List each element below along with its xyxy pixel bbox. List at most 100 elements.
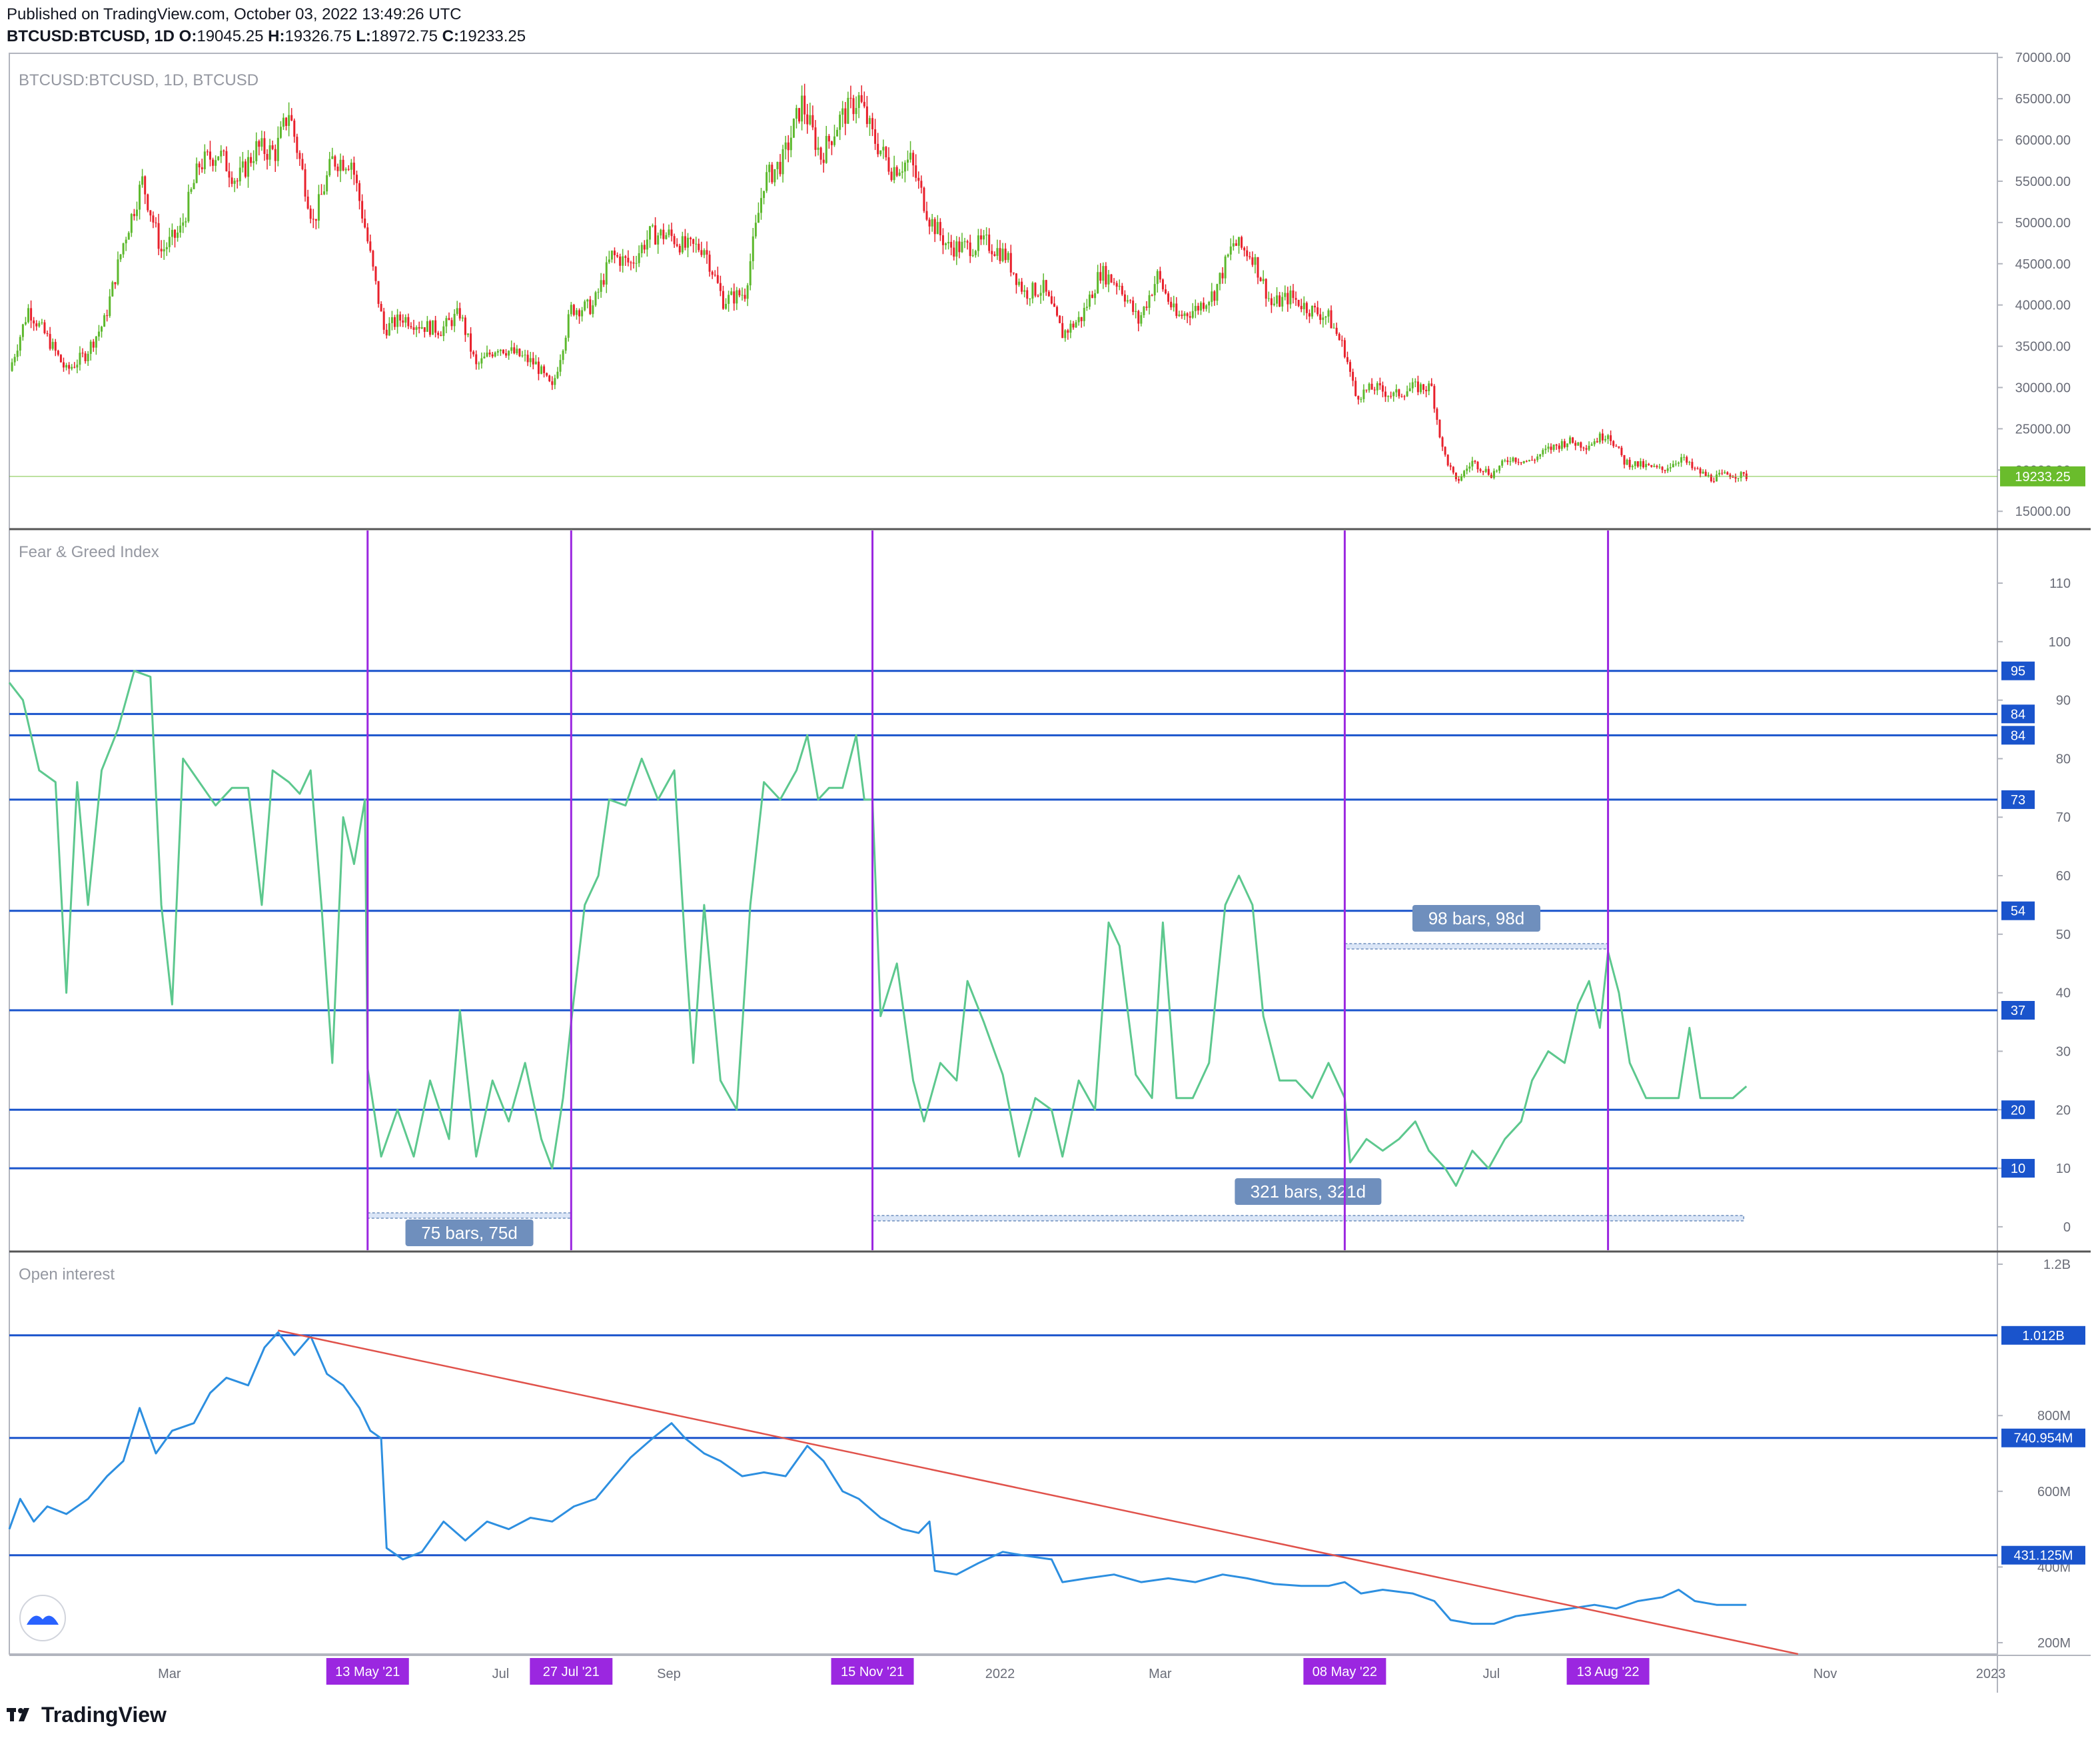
candle-body: [979, 235, 982, 240]
candle-body: [1308, 313, 1311, 317]
tv-logo-button[interactable]: [19, 1595, 66, 1641]
fear-greed-pane-title: Fear & Greed Index: [19, 543, 159, 561]
candle-body: [817, 147, 819, 150]
candle-body: [1514, 457, 1517, 462]
candle-body: [1610, 435, 1612, 441]
candle-body: [445, 318, 448, 327]
candle-body: [1072, 323, 1075, 328]
candle-body: [1232, 243, 1235, 247]
level-label: 37: [2011, 1004, 2025, 1018]
candle-body: [434, 320, 437, 333]
candle-body: [374, 267, 377, 281]
level-tag: [2001, 1428, 2085, 1447]
open-interest-pane[interactable]: Open interest 200M400M600M800M1.2B1.012B…: [8, 1258, 2085, 1655]
candle-body: [1498, 465, 1501, 471]
candle-body: [1572, 437, 1574, 443]
candle-body: [1004, 249, 1007, 261]
candle-body: [622, 256, 624, 266]
candle-body: [1018, 281, 1021, 285]
candle-body: [247, 157, 250, 177]
candle-body: [1311, 305, 1314, 317]
candle-body: [668, 229, 670, 235]
level-label: 84: [2011, 728, 2025, 743]
trendline[interactable]: [278, 1329, 1799, 1655]
time-axis[interactable]: Mar Jul Sep 2022 Mar Jul Nov 2023 13 May '21 27 J…: [158, 1658, 2005, 1685]
candle-body: [953, 247, 955, 257]
date-range-box[interactable]: [871, 1215, 1745, 1222]
candle-body: [198, 163, 201, 168]
candle-body: [589, 299, 592, 315]
candle-body: [1732, 476, 1734, 478]
candle-body: [133, 214, 135, 217]
candle-body: [268, 145, 271, 160]
candle-body: [285, 117, 288, 126]
price-pane[interactable]: BTCUSD:BTCUSD, 1D, BTCUSD 15000.0020000.…: [9, 51, 2085, 519]
candle-body: [592, 305, 594, 315]
candle-body: [420, 327, 423, 329]
candle-body: [1444, 446, 1446, 455]
y-tick-label: 25000.00: [2015, 422, 2071, 436]
tradingview-brand[interactable]: TradingView: [7, 1698, 167, 1731]
candle-body: [1631, 466, 1634, 468]
candle-body: [364, 218, 366, 228]
candle-body: [1123, 294, 1126, 302]
candle-body: [461, 317, 464, 319]
candle-body: [382, 311, 385, 330]
x-tick-label: Jul: [1483, 1667, 1500, 1681]
candle-body: [1145, 307, 1148, 308]
candle-body: [1229, 246, 1232, 255]
candle-body: [1696, 468, 1699, 469]
candle-body: [1042, 280, 1045, 293]
candle-body: [562, 351, 564, 361]
candle-body: [722, 291, 724, 309]
date-range-label: 321 bars, 321d: [1251, 1182, 1366, 1202]
series-line: [8, 1331, 1747, 1625]
candle-body: [231, 177, 233, 184]
candle-body: [708, 255, 711, 272]
chart-canvas[interactable]: BTCUSD:BTCUSD, 1D, BTCUSD 15000.0020000.…: [0, 0, 2100, 1693]
candle-body: [744, 295, 746, 299]
candle-body: [1203, 303, 1205, 309]
fear-greed-pane[interactable]: Fear & Greed Index 0 10 20 30 40 50 60 70 80 90 10…: [8, 543, 2071, 1246]
candle-body: [1441, 437, 1444, 447]
candle-body: [1284, 293, 1287, 297]
candle-body: [177, 232, 179, 238]
candle-body: [1487, 468, 1490, 475]
candle-body: [475, 354, 478, 365]
candle-body: [825, 135, 827, 163]
candle-body: [678, 245, 681, 253]
candle-body: [1338, 334, 1340, 341]
candle-body: [1007, 253, 1009, 261]
candle-body: [152, 215, 155, 223]
candle-body: [1504, 460, 1506, 461]
candle-body: [1026, 290, 1029, 299]
candle-body: [122, 243, 125, 255]
candle-body: [1626, 459, 1628, 465]
candle-body: [334, 156, 336, 167]
candle-body: [1702, 471, 1704, 474]
candle-body: [352, 163, 355, 175]
date-range-box[interactable]: [367, 1212, 572, 1219]
candle-body: [163, 249, 165, 252]
y-tick-label: 60000.00: [2015, 133, 2071, 148]
candle-body: [320, 194, 323, 195]
candle-body: [1265, 279, 1267, 299]
symbol-label: BTCUSD:BTCUSD, 1D: [7, 27, 175, 45]
candle-body: [174, 229, 177, 238]
candle-body: [782, 149, 784, 175]
candle-body: [811, 115, 814, 128]
candle-body: [331, 156, 334, 159]
candle-body: [646, 239, 648, 250]
candle-body: [703, 250, 706, 255]
level-label: 20: [2011, 1103, 2025, 1118]
candle-body: [1221, 273, 1224, 279]
ohlc-legend: BTCUSD:BTCUSD, 1D O:19045.25 H:19326.75 …: [7, 25, 526, 48]
candle-body: [584, 301, 586, 311]
candle-body: [1406, 391, 1408, 397]
candle-body: [396, 314, 399, 327]
high-label: H:: [268, 27, 285, 45]
candle-body: [1297, 299, 1300, 307]
date-range-box[interactable]: [1344, 943, 1609, 950]
candle-body: [1219, 273, 1221, 285]
y-tick-label: 800M: [2037, 1409, 2071, 1423]
